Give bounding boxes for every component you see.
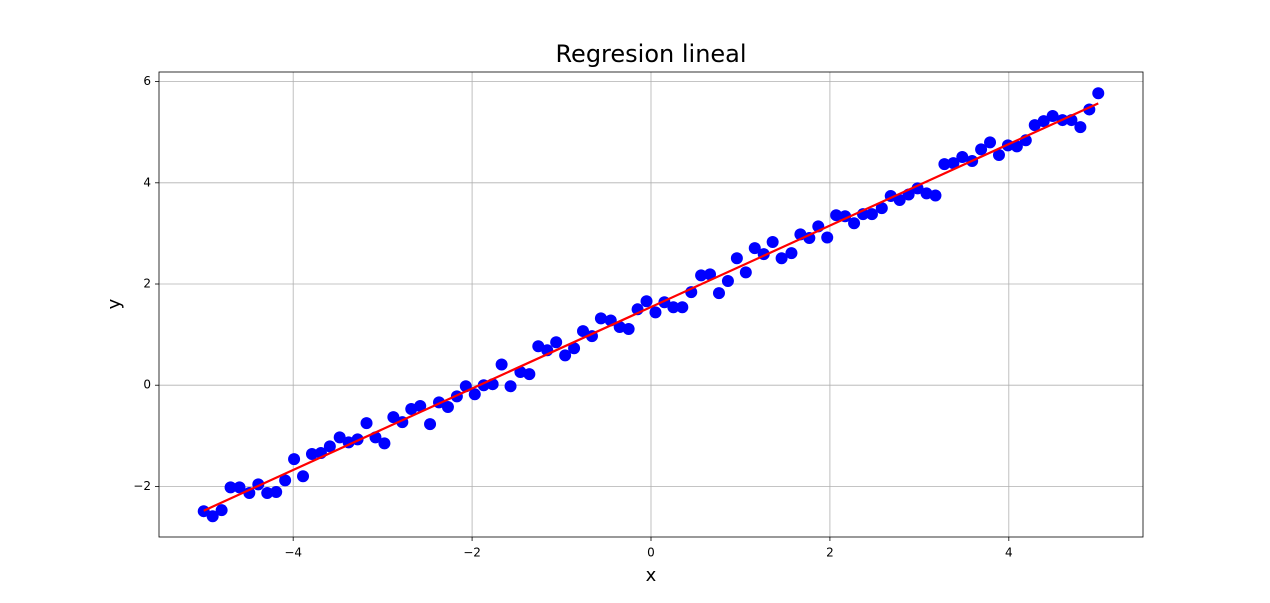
chart-title: Regresion lineal xyxy=(555,40,746,68)
point xyxy=(243,486,256,499)
point xyxy=(704,268,717,281)
y-tick-label: 0 xyxy=(143,378,151,392)
marks xyxy=(197,87,1105,523)
point xyxy=(775,252,788,265)
x-tick-label: −4 xyxy=(284,546,302,560)
point xyxy=(613,321,626,334)
axes: −4 −2 0 2 4 −2 0 2 4 6 xyxy=(133,74,1012,559)
point xyxy=(695,269,708,282)
point xyxy=(577,325,590,338)
point xyxy=(1092,87,1105,100)
point xyxy=(929,189,942,202)
point xyxy=(803,231,816,244)
point xyxy=(622,323,635,336)
point xyxy=(495,358,508,371)
point xyxy=(288,453,301,466)
point xyxy=(215,504,228,517)
point xyxy=(504,380,517,393)
point xyxy=(550,336,563,349)
point xyxy=(938,158,951,171)
point xyxy=(559,349,572,362)
point xyxy=(1010,140,1023,153)
point xyxy=(297,470,310,483)
point xyxy=(532,340,545,353)
point xyxy=(441,400,454,413)
point xyxy=(875,202,888,215)
point xyxy=(378,437,391,450)
x-axis-label: x xyxy=(646,565,657,586)
point xyxy=(865,208,878,221)
point xyxy=(1037,115,1050,128)
x-tick-label: 2 xyxy=(826,546,834,560)
point xyxy=(739,266,752,279)
point xyxy=(712,287,725,300)
point xyxy=(821,231,834,244)
point xyxy=(992,148,1005,161)
point xyxy=(224,481,237,494)
point xyxy=(947,157,960,170)
point xyxy=(261,486,274,499)
point xyxy=(523,368,536,381)
x-tick-label: 4 xyxy=(1005,546,1013,560)
y-axis-label: y xyxy=(104,298,125,309)
x-tick-label: 0 xyxy=(647,546,655,560)
y-tick-label: 2 xyxy=(143,277,151,291)
point xyxy=(279,474,292,487)
point xyxy=(893,194,906,207)
point xyxy=(956,151,969,164)
y-tick-label: 6 xyxy=(143,74,151,88)
point xyxy=(667,301,680,314)
point xyxy=(785,247,798,260)
point xyxy=(1028,119,1041,132)
point xyxy=(305,448,318,461)
point xyxy=(640,295,653,308)
point xyxy=(333,431,346,444)
point xyxy=(730,252,743,265)
point xyxy=(270,485,283,498)
point xyxy=(920,187,933,200)
point xyxy=(360,417,373,430)
point xyxy=(414,399,427,412)
point xyxy=(830,209,843,222)
point xyxy=(748,242,761,255)
point xyxy=(568,342,581,355)
point xyxy=(766,236,779,249)
x-tick-label: −2 xyxy=(463,546,481,560)
point xyxy=(676,301,689,314)
point xyxy=(387,411,400,424)
point xyxy=(721,274,734,287)
point xyxy=(649,306,662,319)
point xyxy=(468,388,481,401)
point xyxy=(233,481,246,494)
point xyxy=(323,440,336,453)
point xyxy=(984,136,997,149)
point xyxy=(848,217,861,230)
point xyxy=(1074,121,1087,134)
y-tick-label: 4 xyxy=(143,175,151,189)
regression-line xyxy=(203,102,1099,512)
point xyxy=(206,510,219,523)
point xyxy=(594,312,607,325)
point xyxy=(424,418,437,431)
point xyxy=(1046,110,1059,123)
y-tick-label: −2 xyxy=(133,479,151,493)
point xyxy=(975,143,988,156)
